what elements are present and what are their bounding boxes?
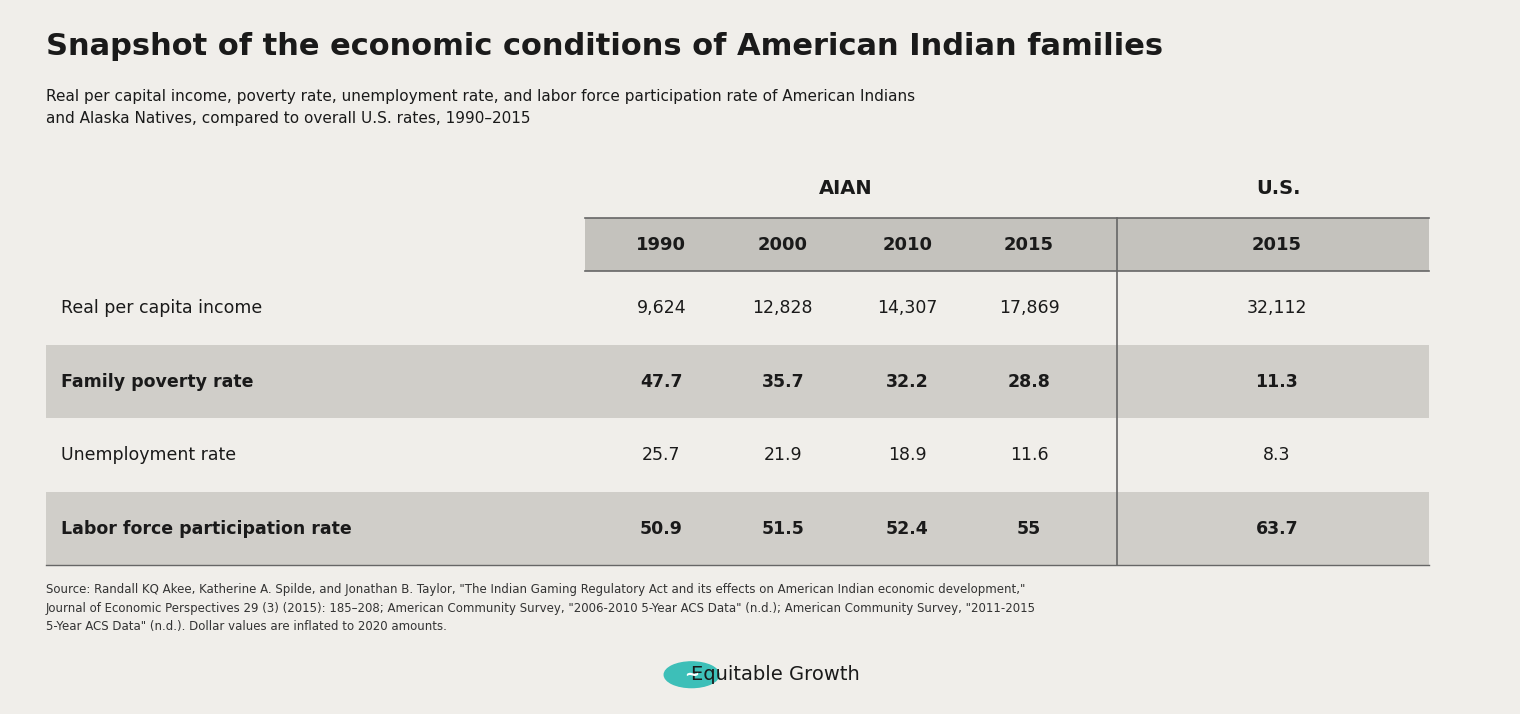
Text: Source: Randall KQ Akee, Katherine A. Spilde, and Jonathan B. Taylor, "The India: Source: Randall KQ Akee, Katherine A. Sp… [46, 583, 1035, 633]
Bar [585, 218, 1429, 271]
Text: 9,624: 9,624 [637, 299, 686, 317]
Circle shape [664, 662, 719, 688]
Text: Real per capita income: Real per capita income [61, 299, 261, 317]
Text: Unemployment rate: Unemployment rate [61, 446, 236, 464]
Text: 28.8: 28.8 [1008, 373, 1050, 391]
Text: Snapshot of the economic conditions of American Indian families: Snapshot of the economic conditions of A… [46, 32, 1163, 61]
Text: 2010: 2010 [883, 236, 932, 253]
Text: 47.7: 47.7 [640, 373, 682, 391]
Text: 18.9: 18.9 [888, 446, 927, 464]
Text: 11.3: 11.3 [1256, 373, 1298, 391]
Text: 17,869: 17,869 [999, 299, 1059, 317]
Text: 12,828: 12,828 [752, 299, 813, 317]
Text: 32,112: 32,112 [1246, 299, 1307, 317]
Text: Real per capital income, poverty rate, unemployment rate, and labor force partic: Real per capital income, poverty rate, u… [46, 89, 915, 126]
Text: 35.7: 35.7 [762, 373, 804, 391]
Text: 25.7: 25.7 [641, 446, 681, 464]
Text: 63.7: 63.7 [1256, 520, 1298, 538]
Text: AIAN: AIAN [819, 178, 872, 198]
Text: ~: ~ [684, 665, 699, 684]
Text: Labor force participation rate: Labor force participation rate [61, 520, 351, 538]
Text: 51.5: 51.5 [762, 520, 804, 538]
Text: Equitable Growth: Equitable Growth [690, 665, 860, 684]
Text: 2015: 2015 [1252, 236, 1301, 253]
Text: 2015: 2015 [1005, 236, 1053, 253]
Text: 32.2: 32.2 [886, 373, 929, 391]
Text: 50.9: 50.9 [640, 520, 682, 538]
Text: Family poverty rate: Family poverty rate [61, 373, 254, 391]
Text: 11.6: 11.6 [1009, 446, 1049, 464]
Text: 55: 55 [1017, 520, 1041, 538]
Text: 14,307: 14,307 [877, 299, 938, 317]
Text: 52.4: 52.4 [886, 520, 929, 538]
Text: 21.9: 21.9 [763, 446, 803, 464]
Text: 1990: 1990 [637, 236, 686, 253]
Text: 8.3: 8.3 [1263, 446, 1290, 464]
Text: U.S.: U.S. [1256, 178, 1301, 198]
Text: 2000: 2000 [758, 236, 807, 253]
